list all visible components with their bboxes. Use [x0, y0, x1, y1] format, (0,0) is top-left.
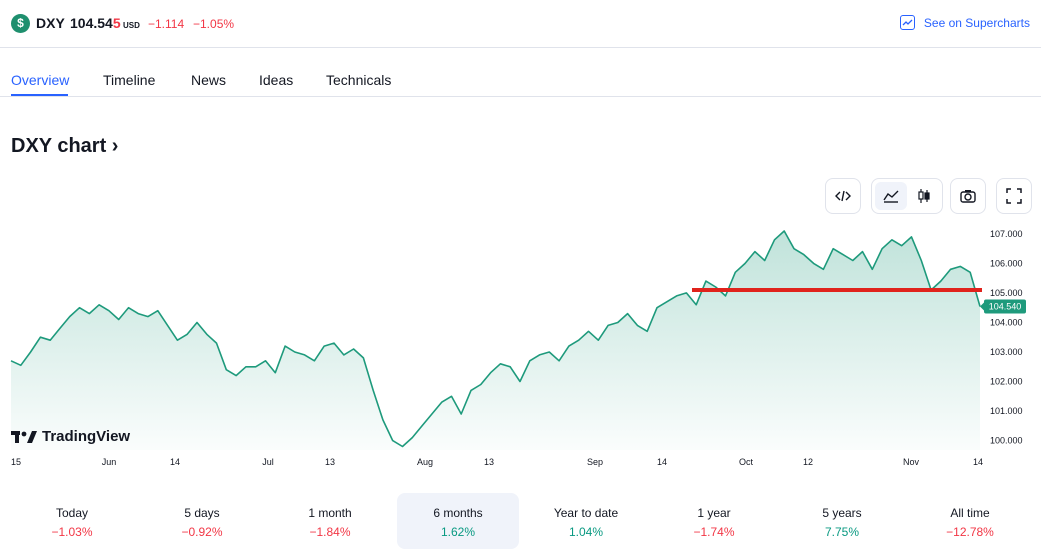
tab-timeline[interactable]: Timeline [103, 72, 156, 88]
period-value: −1.74% [693, 525, 735, 539]
tab-ideas[interactable]: Ideas [259, 72, 294, 88]
snapshot-button[interactable] [950, 178, 986, 214]
period-label: Today [55, 506, 89, 520]
period-5-days[interactable]: 5 days −0.92% [141, 493, 263, 549]
period-1-month[interactable]: 1 month −1.84% [269, 493, 391, 549]
chart-title-link[interactable]: DXY chart › [11, 135, 119, 157]
period-all-time[interactable]: All time −12.78% [909, 493, 1031, 549]
area-chart-icon [883, 190, 899, 203]
x-tick-label: Jul [262, 457, 274, 467]
tradingview-logo-text: TradingView [42, 428, 131, 445]
x-tick-label: Sep [587, 457, 603, 467]
last-price-label: 104.540 [989, 302, 1022, 312]
period-label: 1 month [308, 506, 352, 520]
x-tick-label: Oct [739, 457, 754, 467]
period-label: 5 years [822, 506, 862, 520]
last-price-badge [984, 299, 1026, 314]
period-value: −12.78% [946, 525, 994, 539]
supercharts-label: See on Supercharts [923, 15, 1030, 30]
period-value: 1.04% [568, 525, 604, 539]
period-1-year[interactable]: 1 year −1.74% [653, 493, 775, 549]
price-last-digit: 5 [112, 15, 121, 31]
nav-tabs: Overview Timeline News Ideas Technicals [0, 48, 1041, 97]
tab-overview[interactable]: Overview [11, 72, 70, 88]
period-value: −1.03% [51, 525, 93, 539]
y-tick-label: 100.000 [990, 436, 1023, 446]
x-tick-label: Aug [417, 457, 433, 467]
period-value: 1.62% [440, 525, 476, 539]
period-value: 7.75% [824, 525, 860, 539]
last-price-marker [980, 302, 984, 311]
period-6-months[interactable]: 6 months 1.62% [397, 493, 519, 549]
currency-label: USD [123, 21, 140, 30]
embed-code-icon [835, 190, 851, 202]
y-tick-label: 106.000 [990, 258, 1023, 268]
symbol-header: $ DXY 104.545 USD −1.114 −1.05% See on S… [0, 0, 1041, 48]
candles-button[interactable] [908, 182, 940, 210]
x-tick-label: 13 [484, 457, 494, 467]
y-tick-label: 104.000 [990, 317, 1023, 327]
price-area-fill [11, 231, 980, 450]
chart-icon [899, 15, 915, 30]
x-tick-label: Jun [102, 457, 117, 467]
y-tick-label: 102.000 [990, 377, 1023, 387]
tradingview-logo-icon [11, 430, 37, 443]
candles-icon [918, 189, 930, 203]
x-tick-label: 13 [325, 457, 335, 467]
x-tick-label: 12 [803, 457, 813, 467]
area-chart-button[interactable] [875, 182, 907, 210]
period-today[interactable]: Today −1.03% [11, 493, 133, 549]
period-label: 1 year [697, 506, 731, 520]
period-label: 5 days [184, 506, 220, 520]
y-tick-label: 105.000 [990, 288, 1023, 298]
last-price: 104.545 [70, 15, 121, 31]
price-change: −1.114 [148, 17, 185, 31]
fullscreen-icon [1006, 188, 1022, 204]
y-tick-label: 103.000 [990, 347, 1023, 357]
tradingview-logo[interactable]: TradingView [11, 428, 130, 445]
x-tick-label: Nov [903, 457, 920, 467]
fullscreen-button[interactable] [996, 178, 1032, 214]
period-value: −0.92% [181, 525, 223, 539]
active-tab-indicator [11, 94, 68, 96]
period-label: 6 months [433, 506, 483, 520]
x-tick-label: 15 [11, 457, 21, 467]
period-value: −1.84% [309, 525, 351, 539]
x-tick-label: 14 [973, 457, 983, 467]
performance-periods: Today −1.03% 5 days −0.92% 1 month −1.84… [11, 493, 1031, 549]
price-change-percent: −1.05% [193, 17, 235, 31]
embed-button[interactable] [825, 178, 861, 214]
x-tick-label: 14 [170, 457, 180, 467]
price-line [10, 230, 981, 448]
y-tick-label: 107.000 [990, 229, 1023, 239]
period-label: All time [950, 506, 990, 520]
chart-style-toggle [871, 178, 943, 214]
tab-technicals[interactable]: Technicals [326, 72, 392, 88]
period-year-to-date[interactable]: Year to date 1.04% [525, 493, 647, 549]
dollar-icon: $ [11, 14, 30, 33]
price-main: 104.54 [70, 15, 113, 31]
price-chart[interactable]: 107.000 106.000 105.000 104.000 103.000 102.0… [0, 228, 1041, 473]
camera-icon [960, 190, 976, 203]
y-tick-label: 101.000 [990, 406, 1023, 416]
tab-news[interactable]: News [191, 72, 227, 88]
see-on-supercharts-link[interactable]: See on Supercharts [899, 15, 1030, 30]
symbol-name[interactable]: DXY [36, 15, 65, 31]
x-tick-label: 14 [657, 457, 667, 467]
period-5-years[interactable]: 5 years 7.75% [781, 493, 903, 549]
period-label: Year to date [553, 506, 619, 520]
